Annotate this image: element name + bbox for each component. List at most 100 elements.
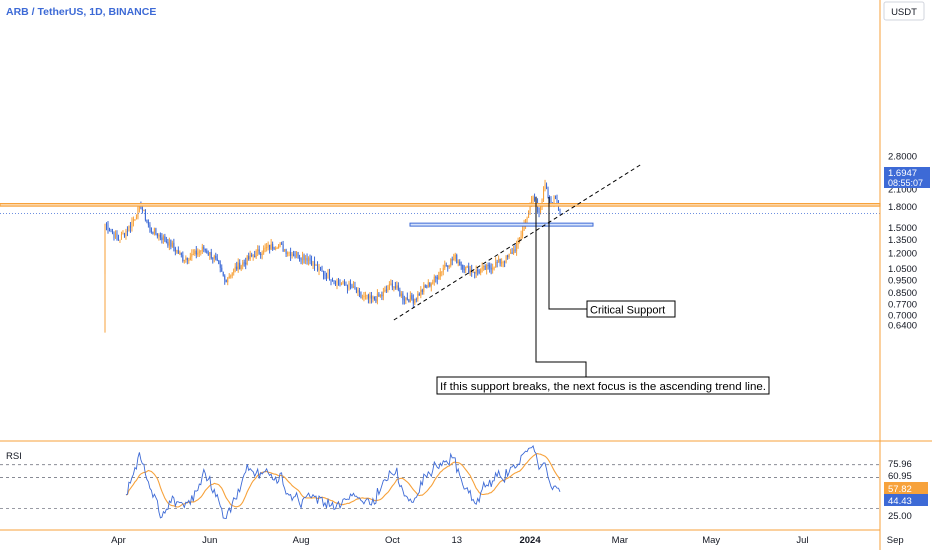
candle-body: [366, 295, 368, 296]
candle-body: [423, 285, 425, 292]
candle-body: [490, 267, 492, 270]
currency-button[interactable]: [883, 1, 925, 21]
candle-body: [381, 294, 383, 297]
rsi-series: [0, 444, 880, 520]
candle-body: [137, 207, 139, 218]
candle-body: [107, 225, 109, 231]
candle-body: [242, 262, 244, 266]
candle-body: [221, 267, 223, 272]
candle-body: [207, 253, 209, 255]
candle-body: [141, 208, 143, 210]
candle-body: [483, 265, 485, 267]
symbol-label[interactable]: ARB / TetherUS, 1D, BINANCE: [6, 6, 156, 18]
candle-body: [516, 244, 518, 252]
candle-body: [450, 259, 452, 266]
candle-body: [337, 280, 340, 284]
candle-body: [111, 231, 114, 233]
candle-body: [522, 230, 524, 236]
candle-body: [531, 199, 533, 204]
rsi-panel[interactable]: RSI: [0, 440, 932, 531]
time-axis-label: May: [702, 535, 720, 546]
candle-body: [171, 242, 173, 247]
candle-body: [393, 286, 395, 288]
candle-body: [104, 223, 106, 275]
price-axis[interactable]: USDT 2.80002.40002.10001.80001.50001.350…: [879, 0, 930, 550]
time-axis[interactable]: Apr Jun Aug Oct 13 2024 Mar May Jul Sep: [111, 535, 904, 546]
critical-support-leader: [548, 197, 587, 310]
candle-body: [477, 269, 479, 272]
candle-body: [481, 266, 483, 270]
candle-body: [448, 265, 450, 268]
candle-body: [417, 293, 419, 300]
candle-body: [328, 272, 331, 280]
price-tick-label: 0.7000: [888, 310, 917, 321]
candle-body: [155, 228, 157, 234]
rsi-ma-value: 57.82: [888, 484, 912, 495]
critical-support-annotation[interactable]: Critical Support: [586, 300, 676, 318]
rsi-ma-badge: [884, 482, 928, 494]
candle-body: [456, 254, 458, 263]
currency-label[interactable]: USDT: [891, 7, 917, 18]
candle-body: [373, 296, 375, 299]
candle-body: [361, 297, 363, 299]
candle-body: [257, 249, 259, 251]
candle-body: [385, 289, 387, 291]
candle-body: [418, 293, 420, 296]
time-axis-label: 2024: [519, 535, 541, 546]
candle-body: [267, 244, 269, 248]
candle-body: [288, 251, 290, 254]
candle-body: [520, 235, 522, 239]
candle-body: [210, 252, 212, 259]
candle-body: [508, 253, 510, 258]
rsi-value-badge: [884, 494, 928, 506]
candle-body: [447, 265, 449, 268]
candle-body: [526, 217, 528, 220]
candle-body: [144, 209, 146, 220]
candle-body: [557, 204, 560, 211]
candle-body: [209, 252, 211, 255]
candle-body: [375, 298, 377, 302]
candle-body: [343, 281, 345, 285]
candle-body: [364, 295, 366, 297]
candle-body: [487, 264, 489, 266]
candle-body: [496, 262, 498, 263]
candle-body: [219, 264, 221, 268]
candle-body: [179, 252, 181, 254]
candle-body: [513, 249, 515, 254]
candle-body: [183, 259, 185, 262]
candle-body: [391, 283, 393, 288]
candle-body: [403, 299, 405, 301]
time-axis-label: Apr: [111, 535, 126, 546]
candle-body: [486, 264, 488, 270]
candle-body: [484, 265, 486, 270]
candle-body: [507, 255, 509, 258]
candle-body: [468, 266, 470, 274]
rsi-ma-line: [125, 453, 561, 508]
candle-body: [528, 210, 530, 218]
candle-body: [167, 242, 169, 246]
candle-body: [237, 262, 239, 270]
candle-body: [517, 240, 519, 245]
candle-body: [300, 258, 302, 261]
candle-body: [378, 293, 380, 297]
candle-body: [372, 296, 374, 299]
candle-body: [240, 265, 242, 270]
trend-note-label: If this support breaks, the next focus i…: [440, 381, 766, 393]
candle-body: [534, 197, 536, 201]
price-tick-label: 1.3500: [888, 235, 917, 246]
candle-body: [191, 254, 193, 257]
candle-body: [390, 283, 392, 285]
candle-body: [174, 247, 176, 252]
trend-note-annotation[interactable]: If this support breaks, the next focus i…: [436, 376, 770, 395]
candle-body: [544, 184, 546, 189]
trend-note-leader: [535, 197, 587, 377]
candle-body: [249, 254, 251, 260]
last-price-countdown: 08:55:07: [888, 178, 923, 188]
candle-body: [320, 267, 322, 270]
candle-body: [213, 255, 215, 259]
rsi-level-label: 25.00: [888, 511, 912, 522]
price-tick-label: 1.8000: [888, 202, 917, 213]
candle-body: [411, 295, 413, 300]
candle-body: [348, 282, 350, 289]
